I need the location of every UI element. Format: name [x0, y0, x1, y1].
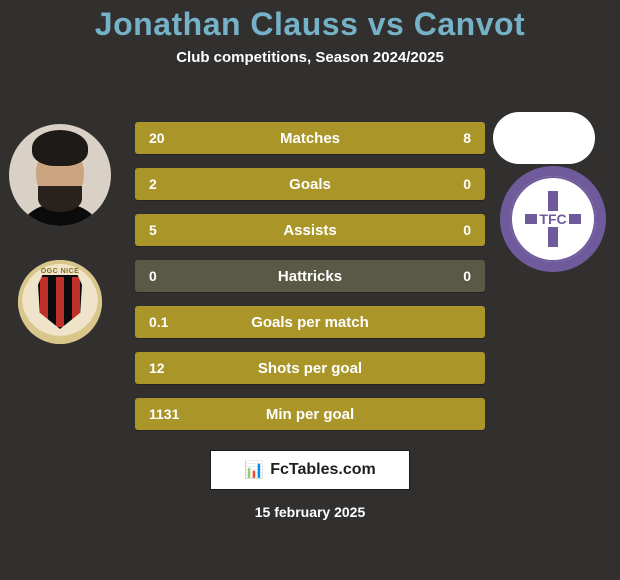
player-left-avatar: [9, 124, 111, 226]
stat-value-right: 0: [413, 268, 485, 284]
stat-row: 2Goals0: [135, 168, 485, 200]
stat-row: 0Hattricks0: [135, 260, 485, 292]
stat-value-right: 0: [413, 222, 485, 238]
stat-row: 0.1Goals per match: [135, 306, 485, 338]
stat-value-left: 20: [135, 130, 207, 146]
club-right-abbrev: TFC: [537, 211, 568, 227]
chart-icon: 📊: [244, 460, 264, 480]
stat-row: 5Assists0: [135, 214, 485, 246]
stat-row: 1131Min per goal: [135, 398, 485, 430]
club-right-crest: TFC: [510, 176, 596, 262]
stat-row: 20Matches8: [135, 122, 485, 154]
stat-label: Assists: [207, 222, 413, 239]
stat-label: Min per goal: [207, 406, 413, 423]
stat-value-left: 0.1: [135, 314, 207, 330]
stat-value-left: 1131: [135, 406, 207, 422]
stat-value-right: 0: [413, 176, 485, 192]
comparison-subtitle: Club competitions, Season 2024/2025: [0, 49, 620, 66]
comparison-title: Jonathan Clauss vs Canvot: [0, 0, 620, 43]
stat-value-right: 8: [413, 130, 485, 146]
stat-label: Goals per match: [207, 314, 413, 331]
stat-label: Goals: [207, 176, 413, 193]
stats-container: 20Matches82Goals05Assists00Hattricks00.1…: [135, 122, 485, 444]
club-left-crest: OGC NICE: [18, 260, 102, 344]
footer-date: 15 february 2025: [0, 504, 620, 520]
stat-row: 12Shots per goal: [135, 352, 485, 384]
stat-value-left: 2: [135, 176, 207, 192]
footer-brand-text: FcTables.com: [270, 461, 376, 479]
stat-value-left: 5: [135, 222, 207, 238]
player-right-avatar: [493, 112, 595, 164]
footer-brand-badge: 📊 FcTables.com: [210, 450, 410, 490]
stat-label: Hattricks: [207, 268, 413, 285]
stat-label: Shots per goal: [207, 360, 413, 377]
stat-value-left: 0: [135, 268, 207, 284]
club-left-abbrev: OGC NICE: [41, 268, 80, 275]
stat-value-left: 12: [135, 360, 207, 376]
stat-label: Matches: [207, 130, 413, 147]
